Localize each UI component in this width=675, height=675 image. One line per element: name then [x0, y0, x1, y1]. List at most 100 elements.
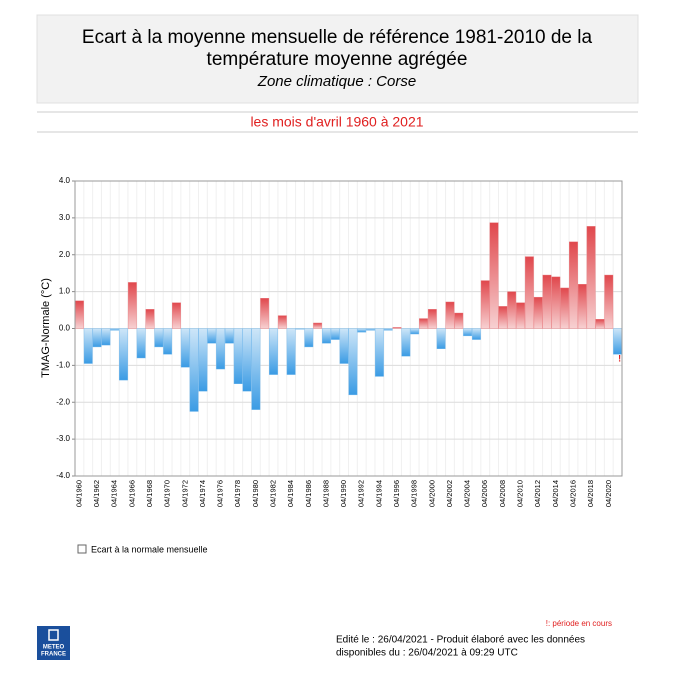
bar	[604, 274, 614, 329]
x-tick-label: 04/2004	[463, 480, 472, 507]
bar	[172, 302, 181, 329]
x-tick-label: 04/1990	[339, 480, 348, 507]
chart-title: température moyenne agrégée	[207, 49, 468, 70]
plot-frame	[74, 180, 623, 477]
bar	[136, 328, 146, 359]
x-tick-label: 04/1988	[321, 480, 330, 507]
x-tick-label: 04/1974	[198, 480, 207, 507]
bar	[436, 328, 446, 349]
bar	[516, 302, 525, 329]
bar	[74, 300, 84, 329]
y-tick-label: 2.0	[59, 250, 71, 259]
bar	[163, 328, 173, 355]
x-tick-label: 04/2010	[516, 480, 525, 507]
y-tick-label: -3.0	[56, 434, 70, 443]
bar	[207, 328, 217, 344]
bar	[560, 287, 570, 329]
bar	[154, 328, 164, 348]
bar	[524, 256, 534, 329]
bar	[92, 328, 102, 348]
bar	[127, 282, 137, 329]
bar	[119, 328, 128, 381]
x-tick-label: 04/1986	[304, 480, 313, 507]
x-tick-label: 04/2016	[568, 480, 577, 507]
bar	[304, 328, 314, 348]
bar	[269, 328, 278, 375]
bar	[577, 284, 587, 329]
bar	[533, 296, 543, 329]
bar	[189, 328, 199, 412]
bar	[251, 328, 261, 410]
x-tick-label: 04/2000	[427, 480, 436, 507]
bar	[295, 328, 305, 330]
bar	[260, 298, 270, 329]
x-tick-label: 04/1966	[127, 480, 136, 507]
period-label: les mois d'avril 1960 à 2021	[250, 114, 423, 130]
x-tick-label: 04/1984	[286, 480, 295, 507]
bar	[595, 319, 605, 329]
bar	[419, 318, 428, 329]
header-box	[36, 14, 639, 104]
bar	[277, 315, 287, 329]
bar	[551, 276, 561, 329]
bar	[180, 328, 190, 368]
y-tick-label: -1.0	[56, 360, 70, 369]
bar	[366, 328, 375, 331]
y-axis-label: TMAG-Normale (°C)	[40, 278, 52, 378]
logo-text: FRANCE	[41, 652, 66, 658]
bar	[224, 328, 234, 344]
bar	[357, 328, 367, 333]
bar	[410, 328, 420, 335]
bar	[198, 328, 208, 392]
edited-note: Edité le : 26/04/2021 - Produit élaboré …	[336, 635, 585, 646]
current-marker: !	[618, 354, 621, 364]
logo	[37, 626, 70, 660]
bar	[401, 328, 411, 357]
bar	[322, 328, 331, 344]
bar	[383, 328, 393, 331]
x-tick-label: 04/1962	[92, 480, 101, 507]
x-tick-label: 04/1982	[268, 480, 277, 507]
bar	[613, 328, 623, 355]
bar	[110, 328, 120, 331]
bar	[242, 328, 252, 392]
bar	[445, 301, 455, 329]
y-tick-label: 3.0	[59, 213, 71, 222]
x-tick-label: 04/2012	[533, 480, 542, 507]
bar	[286, 328, 296, 375]
legend-swatch	[77, 544, 87, 554]
x-tick-label: 04/1960	[74, 480, 83, 507]
bar	[489, 222, 499, 329]
bar	[542, 274, 552, 329]
x-tick-label: 04/1996	[392, 480, 401, 507]
bar	[101, 328, 111, 346]
x-tick-label: 04/1972	[180, 480, 189, 507]
x-tick-label: 04/1978	[233, 480, 242, 507]
bar	[83, 328, 93, 364]
bar	[498, 306, 508, 329]
x-tick-label: 04/2006	[480, 480, 489, 507]
y-tick-label: 0.0	[59, 324, 71, 333]
x-tick-label: 04/2002	[445, 480, 454, 507]
bar	[507, 291, 517, 329]
footnote: !: période en cours	[546, 619, 612, 628]
bar	[145, 309, 155, 329]
chart-title: Ecart à la moyenne mensuelle de référenc…	[82, 27, 593, 48]
x-tick-label: 04/1976	[216, 480, 225, 507]
bar	[569, 241, 578, 329]
x-tick-label: 04/1994	[374, 480, 383, 507]
y-tick-label: -2.0	[56, 397, 70, 406]
x-tick-label: 04/2014	[551, 480, 560, 507]
x-tick-label: 04/1968	[145, 480, 154, 507]
x-tick-label: 04/2008	[498, 480, 507, 507]
bar	[348, 328, 358, 396]
logo-text: METEO	[43, 645, 65, 651]
bar	[463, 328, 473, 337]
legend-label: Ecart à la normale mensuelle	[91, 544, 208, 554]
x-tick-label: 04/2018	[586, 480, 595, 507]
bar	[313, 322, 323, 329]
y-tick-label: 4.0	[59, 176, 71, 185]
x-tick-label: 04/1998	[410, 480, 419, 507]
bar	[392, 327, 402, 329]
